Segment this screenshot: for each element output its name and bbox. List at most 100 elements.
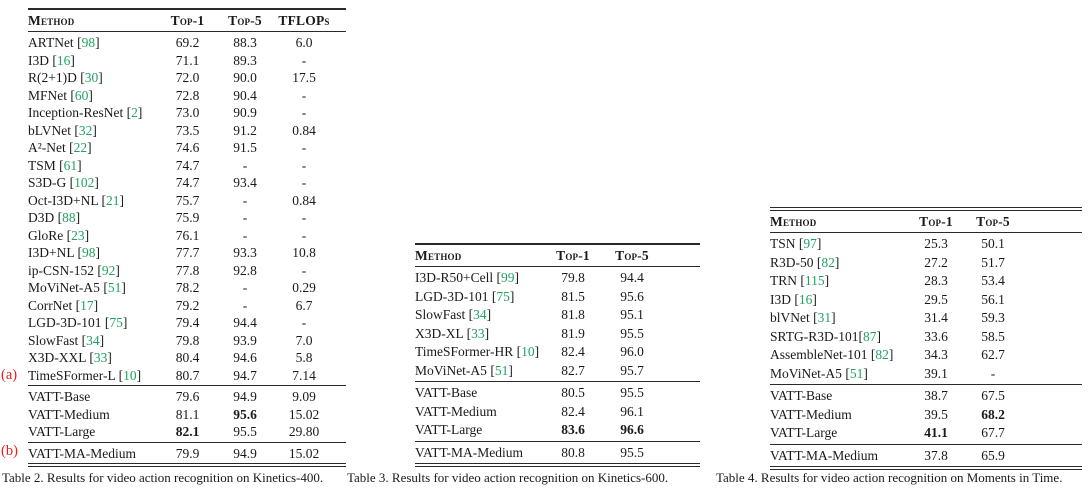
value-cell: 96.1 bbox=[620, 403, 644, 419]
method-cell: MoViNet-A5 51 bbox=[770, 365, 908, 385]
citation-ref: 99 bbox=[496, 270, 519, 285]
table-row: A²-Net 22 74.6 91.5 - bbox=[28, 139, 346, 157]
column-header-top-5: Top-5 bbox=[228, 13, 262, 28]
table-row: blVNet 31 31.4 59.3 bbox=[770, 309, 1082, 328]
value-cell: 96.6 bbox=[620, 422, 644, 437]
spacer bbox=[1022, 272, 1082, 291]
value-cell: 15.02 bbox=[288, 406, 320, 422]
value-cell: 33.6 bbox=[924, 328, 948, 344]
value-cell: - bbox=[301, 52, 307, 68]
value-cell: 95.5 bbox=[620, 325, 644, 341]
spacer bbox=[1022, 211, 1082, 233]
table-row: I3D 16 71.1 89.3 - bbox=[28, 52, 346, 70]
citation-ref: 92 bbox=[97, 263, 120, 278]
method-name: LGD-3D-101 bbox=[28, 315, 102, 330]
value-cell: 91.5 bbox=[233, 140, 257, 155]
citation-ref: 82 bbox=[871, 347, 894, 362]
spacer bbox=[334, 349, 346, 367]
spacer bbox=[334, 227, 346, 245]
spacer bbox=[334, 122, 346, 140]
table-row: VATT-Base 80.5 95.5 bbox=[415, 382, 700, 403]
value-cell: 17.5 bbox=[292, 70, 316, 85]
value-cell: 91.2 bbox=[233, 122, 257, 138]
table-row: AssembleNet-101 82 34.3 62.7 bbox=[770, 346, 1082, 365]
value-cell: 31.4 bbox=[924, 310, 948, 325]
spacer bbox=[334, 367, 346, 386]
value-cell: 38.7 bbox=[924, 388, 948, 403]
citation-ref: 17 bbox=[76, 298, 99, 313]
citation-ref: 34 bbox=[82, 333, 105, 348]
spacer bbox=[1022, 406, 1082, 425]
method-cell: VATT-Large bbox=[770, 424, 908, 444]
method-name: I3D-R50+Cell bbox=[415, 270, 494, 285]
value-cell: - bbox=[990, 365, 996, 381]
column-header-method: Method bbox=[28, 13, 75, 28]
method-cell: VATT-MA-Medium bbox=[770, 444, 908, 466]
spacer bbox=[334, 314, 346, 332]
method-cell: VATT-Medium bbox=[770, 406, 908, 425]
method-name: VATT-Large bbox=[415, 422, 483, 437]
method-cell: TSN 97 bbox=[770, 233, 908, 254]
value-cell: 78.2 bbox=[175, 280, 200, 295]
results-table: Method Top-1 Top-5 TFLOPs ARTNet 98 69.2 88.3 6… bbox=[1, 10, 346, 463]
method-cell: blVNet 31 bbox=[770, 309, 908, 328]
spacer bbox=[334, 192, 346, 210]
table-moments-in-time: Method Top-1 Top-5 TSN 97 25.3 50.1 R3D-50 82 2… bbox=[770, 207, 1082, 470]
method-cell: LGD-3D-101 75 bbox=[28, 314, 159, 332]
method-cell: CorrNet 17 bbox=[28, 297, 159, 315]
value-cell: 6.7 bbox=[295, 297, 313, 313]
value-cell: - bbox=[301, 210, 307, 225]
citation-ref: 51 bbox=[845, 366, 868, 381]
value-cell: 34.3 bbox=[924, 347, 948, 362]
method-name: TimeSFormer-HR bbox=[415, 344, 514, 359]
citation-ref: 61 bbox=[59, 158, 82, 173]
method-cell: I3D 16 bbox=[28, 52, 159, 70]
method-cell: I3D-R50+Cell 99 bbox=[415, 267, 545, 288]
spacer bbox=[334, 209, 346, 227]
spacer bbox=[663, 421, 700, 441]
method-cell: VATT-Large bbox=[28, 423, 159, 442]
citation-ref: 75 bbox=[105, 315, 128, 330]
method-name: VATT-Base bbox=[415, 385, 478, 400]
value-cell: 9.09 bbox=[292, 389, 316, 404]
annotation-label: (a) bbox=[1, 366, 18, 383]
table-row: bLVNet 32 73.5 91.2 0.84 bbox=[28, 122, 346, 140]
table-row: TSN 97 25.3 50.1 bbox=[770, 233, 1082, 254]
method-cell: (b) VATT-MA-Medium bbox=[1, 442, 159, 463]
method-name: R(2+1)D bbox=[28, 70, 77, 85]
table-row: ARTNet 98 69.2 88.3 6.0 bbox=[28, 32, 346, 52]
spacer bbox=[663, 403, 700, 422]
citation-ref: 98 bbox=[77, 245, 100, 260]
citation-ref: 2 bbox=[127, 105, 143, 120]
value-cell: 50.1 bbox=[981, 236, 1005, 251]
method-name: S3D-G bbox=[28, 175, 67, 190]
value-cell: 67.5 bbox=[981, 388, 1005, 403]
value-cell: 69.2 bbox=[175, 35, 200, 50]
value-cell: 68.2 bbox=[981, 406, 1005, 422]
value-cell: 58.5 bbox=[981, 328, 1005, 344]
spacer bbox=[663, 306, 700, 325]
method-cell: LGD-3D-101 75 bbox=[415, 288, 545, 307]
citation-ref: 23 bbox=[67, 228, 90, 243]
value-cell: 80.7 bbox=[175, 367, 200, 383]
method-cell: X3D-XL 33 bbox=[415, 325, 545, 344]
value-cell: 81.5 bbox=[561, 288, 585, 304]
value-cell: 10.8 bbox=[292, 245, 316, 260]
method-name: VATT-Medium bbox=[770, 406, 852, 422]
value-cell: 90.4 bbox=[233, 87, 257, 103]
value-cell: 79.8 bbox=[175, 332, 200, 348]
value-cell: 82.1 bbox=[175, 424, 200, 439]
value-cell: 75.7 bbox=[175, 192, 200, 208]
method-name: TSM bbox=[28, 157, 56, 173]
table-row: MoViNet-A5 51 78.2 - 0.29 bbox=[28, 279, 346, 297]
method-name: VATT-MA-Medium bbox=[415, 444, 524, 460]
value-cell: 28.3 bbox=[924, 273, 948, 288]
method-cell: Inception-ResNet 2 bbox=[28, 104, 159, 122]
citation-ref: 34 bbox=[469, 307, 492, 322]
value-cell: - bbox=[242, 210, 248, 225]
value-cell: - bbox=[301, 105, 307, 120]
column-header-tflops: TFLOPs bbox=[278, 13, 330, 28]
citation-ref: 33 bbox=[89, 350, 112, 365]
table-row: MoViNet-A5 51 82.7 95.7 bbox=[415, 362, 700, 382]
citation-ref: 97 bbox=[799, 236, 822, 251]
